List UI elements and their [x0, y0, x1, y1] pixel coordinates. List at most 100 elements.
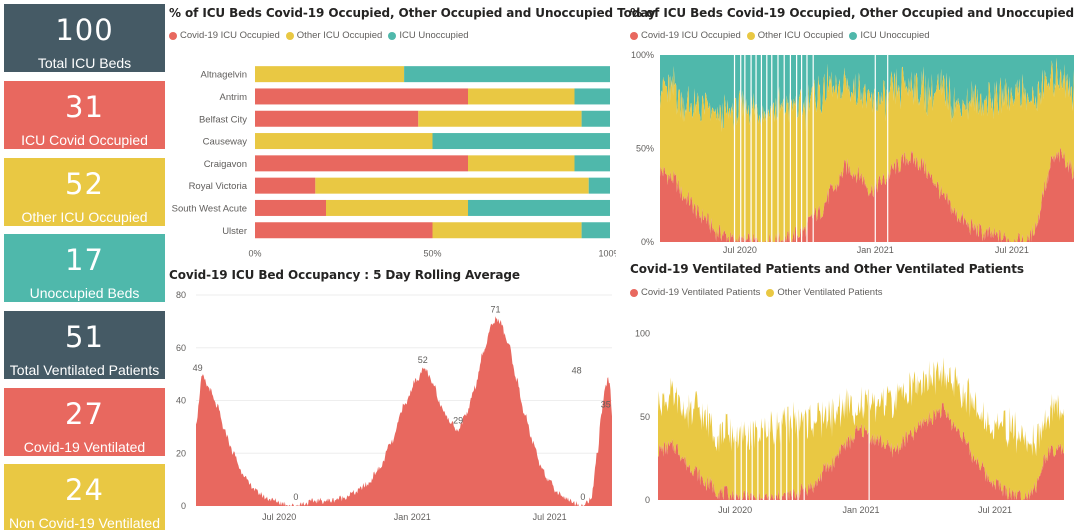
x-tick-label: Jul 2021	[533, 512, 567, 522]
bar-unoccupied[interactable]	[581, 110, 610, 127]
y-tick-label: Belfast City	[199, 114, 247, 125]
legend-item-other-2[interactable]: Other ICU Occupied	[746, 30, 843, 41]
legend-label-unoccupied: ICU Unoccupied	[399, 30, 469, 41]
legend-dot-other-vent	[766, 288, 775, 297]
chart-title-rolling-average: Covid-19 ICU Bed Occupancy : 5 Day Rolli…	[169, 268, 520, 282]
bar-unoccupied[interactable]	[432, 133, 611, 150]
kpi-value: 51	[65, 320, 104, 354]
legend-label-covid-vent: Covid-19 Ventilated Patients	[641, 287, 761, 298]
kpi-label: Other ICU Occupied	[21, 209, 148, 225]
bar-unoccupied[interactable]	[404, 66, 610, 83]
y-tick-label: South West Acute	[172, 203, 247, 214]
bar-covid-occupied[interactable]	[255, 222, 433, 239]
kpi-card[interactable]: 31 ICU Covid Occupied	[4, 81, 165, 149]
legend-label-unoccupied-2: ICU Unoccupied	[860, 30, 930, 41]
x-tick-label: 0%	[248, 248, 261, 258]
kpi-value: 52	[65, 167, 104, 201]
area-other-ventilated[interactable]	[658, 357, 1064, 500]
kpi-value: 27	[65, 397, 104, 431]
legend-label-other: Other ICU Occupied	[296, 30, 383, 41]
bar-other-occupied[interactable]	[468, 88, 575, 105]
kpi-label: Total ICU Beds	[37, 55, 132, 71]
bar-covid-occupied[interactable]	[255, 199, 326, 216]
legend-item-other[interactable]: Other ICU Occupied	[285, 30, 383, 41]
kpi-card[interactable]: 24 Non Covid-19 Ventilated	[4, 464, 165, 530]
legend-item-covid-vent[interactable]: Covid-19 Ventilated Patients	[630, 287, 760, 298]
x-tick-label: Jul 2020	[718, 505, 752, 515]
bar-unoccupied[interactable]	[581, 222, 610, 239]
y-tick-label: Altnagelvin	[201, 70, 247, 81]
legend-item-covid[interactable]: Covid-19 ICU Occupied	[169, 30, 280, 41]
kpi-card[interactable]: 52 Other ICU Occupied	[4, 158, 165, 226]
icu-today-panel: % of ICU Beds Covid-19 Occupied, Other O…	[166, 0, 656, 262]
y-tick-label: Antrim	[220, 92, 248, 103]
area-unoccupied[interactable]	[660, 55, 1074, 133]
chart-title-icu-pct-time: % of ICU Beds Covid-19 Occupied, Other O…	[630, 6, 1075, 20]
data-label: 0	[293, 492, 298, 502]
legend-dot-unoccupied-2	[849, 31, 858, 40]
y-tick-label: 0%	[641, 237, 654, 247]
kpi-label: Covid-19 Ventilated	[23, 439, 146, 455]
bar-covid-occupied[interactable]	[255, 88, 468, 105]
bar-unoccupied[interactable]	[574, 88, 611, 105]
kpi-value: 31	[65, 90, 104, 124]
kpi-label: Unoccupied Beds	[29, 285, 140, 301]
y-tick-label: Causeway	[203, 137, 248, 148]
bar-covid-occupied[interactable]	[255, 155, 468, 172]
bar-other-occupied[interactable]	[432, 222, 582, 239]
legend-item-unoccupied[interactable]: ICU Unoccupied	[388, 30, 469, 41]
legend-dot-other-2	[746, 31, 755, 40]
y-tick-label: 40	[176, 396, 186, 406]
x-tick-label: Jul 2020	[723, 245, 757, 255]
kpi-label: Total Ventilated Patients	[9, 362, 160, 378]
x-tick-label: Jan 2021	[857, 245, 894, 255]
legend-label-covid: Covid-19 ICU Occupied	[180, 30, 280, 41]
area-covid-rolling-average[interactable]	[196, 316, 612, 506]
icu-pct-time-area-chart: 0% 50% 100% Jul 2020 Jan 2021 Jul 2021	[631, 50, 1074, 255]
area-covid-occupied[interactable]	[660, 147, 1074, 242]
bar-covid-occupied[interactable]	[255, 177, 316, 194]
legend-label-covid-2: Covid-19 ICU Occupied	[641, 30, 741, 41]
data-label: 71	[491, 305, 501, 315]
kpi-card[interactable]: 100 Total ICU Beds	[4, 4, 165, 72]
rolling-average-area-chart: 0 20 40 60 80 49 0 52 29 71 0 48 35 Jul 2020 Jan 2021 J…	[176, 290, 612, 522]
bar-other-occupied[interactable]	[326, 199, 468, 216]
legend-icu-today: Covid-19 ICU Occupied Other ICU Occupied…	[169, 30, 475, 41]
bar-other-occupied[interactable]	[255, 133, 433, 150]
y-tick-label: 60	[176, 343, 186, 353]
x-tick-label: Jul 2021	[978, 505, 1012, 515]
kpi-card[interactable]: 27 Covid-19 Ventilated	[4, 388, 165, 456]
y-tick-label: Craigavon	[204, 159, 247, 170]
bar-unoccupied[interactable]	[588, 177, 610, 194]
icu-pct-time-panel: % of ICU Beds Covid-19 Occupied, Other O…	[624, 0, 1080, 262]
y-tick-label: Royal Victoria	[189, 181, 248, 192]
area-other-occupied[interactable]	[660, 57, 1074, 243]
bar-unoccupied[interactable]	[468, 199, 610, 216]
y-tick-label: 80	[176, 290, 186, 300]
rolling-average-panel: Covid-19 ICU Bed Occupancy : 5 Day Rolli…	[166, 262, 616, 530]
bar-other-occupied[interactable]	[315, 177, 589, 194]
legend-dot-other	[285, 31, 294, 40]
y-tick-label: 0	[645, 495, 650, 505]
kpi-value: 17	[65, 243, 104, 277]
x-tick-label: 50%	[423, 248, 441, 258]
data-label: 35	[601, 400, 611, 410]
legend-item-unoccupied-2[interactable]: ICU Unoccupied	[849, 30, 930, 41]
bar-other-occupied[interactable]	[418, 110, 582, 127]
bar-unoccupied[interactable]	[574, 155, 611, 172]
data-label: 52	[418, 355, 428, 365]
legend-item-covid-2[interactable]: Covid-19 ICU Occupied	[630, 30, 741, 41]
x-tick-label: Jul 2020	[262, 512, 296, 522]
kpi-label: Non Covid-19 Ventilated	[9, 515, 160, 530]
bar-covid-occupied[interactable]	[255, 110, 419, 127]
icu-today-bar-chart: Altnagelvin Antrim Belfast City Causeway Cra…	[172, 66, 616, 258]
bar-other-occupied[interactable]	[468, 155, 575, 172]
chart-title-ventilated: Covid-19 Ventilated Patients and Other V…	[630, 262, 1024, 276]
bar-other-occupied[interactable]	[255, 66, 405, 83]
kpi-card[interactable]: 17 Unoccupied Beds	[4, 234, 165, 302]
area-covid-ventilated[interactable]	[658, 402, 1064, 500]
legend-dot-unoccupied	[388, 31, 397, 40]
legend-item-other-vent[interactable]: Other Ventilated Patients	[766, 287, 882, 298]
chart-title-icu-today: % of ICU Beds Covid-19 Occupied, Other O…	[169, 6, 656, 20]
kpi-card[interactable]: 51 Total Ventilated Patients	[4, 311, 165, 379]
